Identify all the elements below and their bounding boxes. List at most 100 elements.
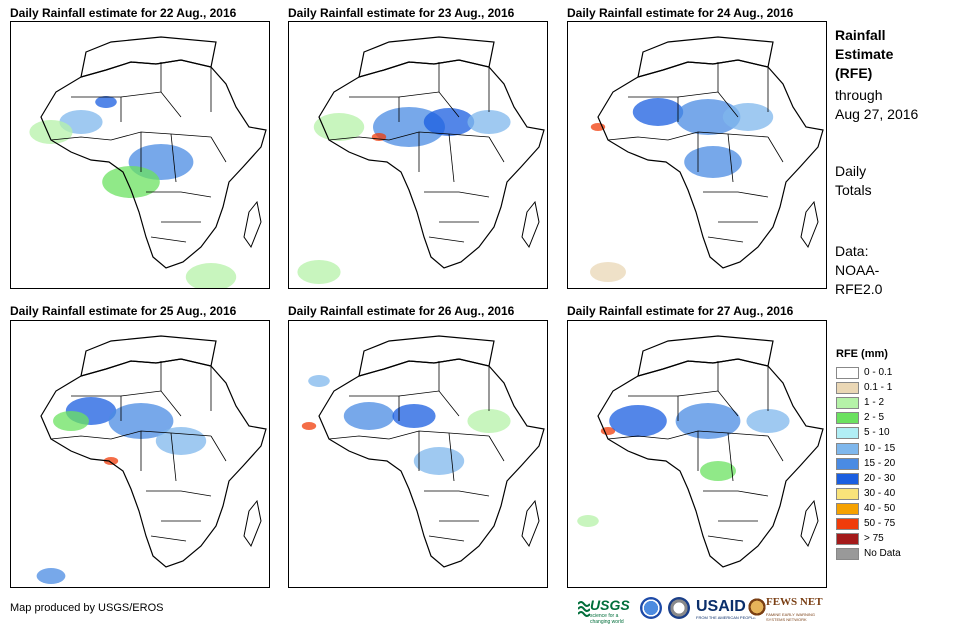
- map-panel-1: [10, 21, 270, 289]
- legend-swatch: [836, 442, 859, 455]
- legend-swatch: [836, 472, 859, 485]
- side-title: Rainfall Estimate (RFE): [835, 26, 893, 83]
- country-border: [703, 191, 769, 198]
- africa-map-graphic: [36, 335, 267, 584]
- country-border: [150, 236, 187, 243]
- legend-swatch: [836, 412, 859, 425]
- usgs-tagline: science for a changing world: [590, 613, 624, 625]
- country-border: [110, 131, 212, 141]
- legend-label: 20 - 30: [864, 472, 896, 484]
- rainfall-area: [423, 108, 475, 136]
- country-border: [110, 430, 212, 440]
- legend-item: 5 - 10: [836, 426, 946, 441]
- rainfall-area: [700, 461, 736, 481]
- coastline: [358, 335, 495, 377]
- country-border: [703, 490, 769, 497]
- legend-item: 20 - 30: [836, 472, 946, 487]
- totals-line-2: Totals: [835, 182, 872, 198]
- africa-map-graphic: [29, 36, 267, 288]
- rainfall-area: [108, 403, 174, 439]
- country-border: [120, 91, 182, 118]
- legend-label: 1 - 2: [864, 397, 885, 409]
- through-date: Aug 27, 2016: [835, 106, 919, 122]
- legend-swatch: [836, 548, 859, 561]
- country-border: [170, 133, 177, 183]
- totals-note: Daily Totals: [835, 162, 872, 200]
- country-border: [50, 435, 112, 440]
- legend-item: > 75: [836, 532, 946, 547]
- logo-strip: USGS science for a changing world USAID …: [578, 594, 823, 625]
- panel-title-4: Daily Rainfall estimate for 25 Aug., 201…: [10, 304, 237, 318]
- side-title-line-3: (RFE): [835, 65, 873, 81]
- legend-label: 15 - 20: [864, 457, 896, 469]
- country-border: [146, 191, 212, 198]
- coastline: [637, 36, 774, 78]
- africa-map-graphic: [577, 335, 824, 568]
- madagascar-outline: [521, 499, 540, 548]
- legend-swatch: [836, 397, 859, 410]
- country-border: [424, 490, 490, 497]
- map-panel-4: [10, 320, 270, 588]
- rainfall-area: [684, 146, 742, 178]
- madagascar-outline: [521, 200, 540, 249]
- rainfall-area: [675, 99, 741, 135]
- rainfall-area: [308, 375, 330, 387]
- country-border: [488, 136, 505, 163]
- legend-swatch: [836, 427, 859, 440]
- rainfall-area: [102, 166, 160, 198]
- usaid-seal-icon: [668, 597, 690, 619]
- madagascar-outline: [800, 499, 819, 548]
- legend-item: 0 - 0.1: [836, 366, 946, 381]
- fews-wordmark: FEWS NET: [766, 596, 823, 608]
- coastline: [358, 36, 495, 78]
- rainfall-area: [95, 96, 117, 108]
- country-border: [388, 131, 490, 141]
- map-panel-2: [288, 21, 548, 289]
- panel-title-1: Daily Rainfall estimate for 22 Aug., 201…: [10, 6, 237, 20]
- country-border: [767, 435, 784, 462]
- legend-item: 30 - 40: [836, 487, 946, 502]
- rainfall-area: [467, 110, 511, 134]
- coastline: [637, 335, 774, 377]
- country-border: [727, 432, 734, 482]
- legend-label: 40 - 50: [864, 502, 896, 514]
- continent-outline: [40, 358, 267, 568]
- coastline: [80, 36, 217, 78]
- legend-item: 40 - 50: [836, 502, 946, 517]
- legend-swatch: [836, 367, 859, 379]
- madagascar-outline: [243, 499, 262, 548]
- credit-text: Map produced by USGS/EROS: [10, 602, 164, 614]
- country-border: [210, 435, 227, 462]
- usgs-logo: USGS science for a changing world: [578, 594, 632, 625]
- noaa-seal-icon: [640, 597, 662, 619]
- legend-swatch: [836, 502, 859, 515]
- country-border: [707, 535, 744, 542]
- legend-item: No Data: [836, 547, 946, 562]
- fews-globe-icon: [746, 596, 768, 618]
- rainfall-area: [343, 402, 395, 430]
- rainfall-area: [413, 447, 465, 475]
- country-border: [146, 490, 212, 497]
- rainfall-area: [609, 405, 667, 437]
- panel-title-6: Daily Rainfall estimate for 27 Aug., 201…: [567, 304, 794, 318]
- country-border: [428, 236, 465, 243]
- panel-title-2: Daily Rainfall estimate for 23 Aug., 201…: [288, 6, 515, 20]
- rainfall-area: [297, 260, 341, 284]
- legend-label: 50 - 75: [864, 518, 896, 529]
- map-panel-3: [567, 21, 827, 289]
- rainfall-area: [577, 515, 599, 527]
- fews-tagline: FAMINE EARLY WARNING SYSTEMS NETWORK: [766, 612, 816, 622]
- usgs-wave-icon: [578, 601, 590, 617]
- country-border: [667, 430, 769, 440]
- country-border: [150, 535, 187, 542]
- panel-title-3: Daily Rainfall estimate for 24 Aug., 201…: [567, 6, 794, 20]
- continent-outline: [318, 59, 545, 269]
- rainfall-area: [632, 98, 684, 126]
- legend-label: 10 - 15: [864, 442, 896, 454]
- legend-label: 5 - 10: [864, 427, 890, 439]
- totals-line-1: Daily: [835, 163, 867, 179]
- country-border: [667, 131, 769, 141]
- country-border: [328, 136, 390, 141]
- map-panel-6: [567, 320, 827, 588]
- country-border: [607, 435, 669, 440]
